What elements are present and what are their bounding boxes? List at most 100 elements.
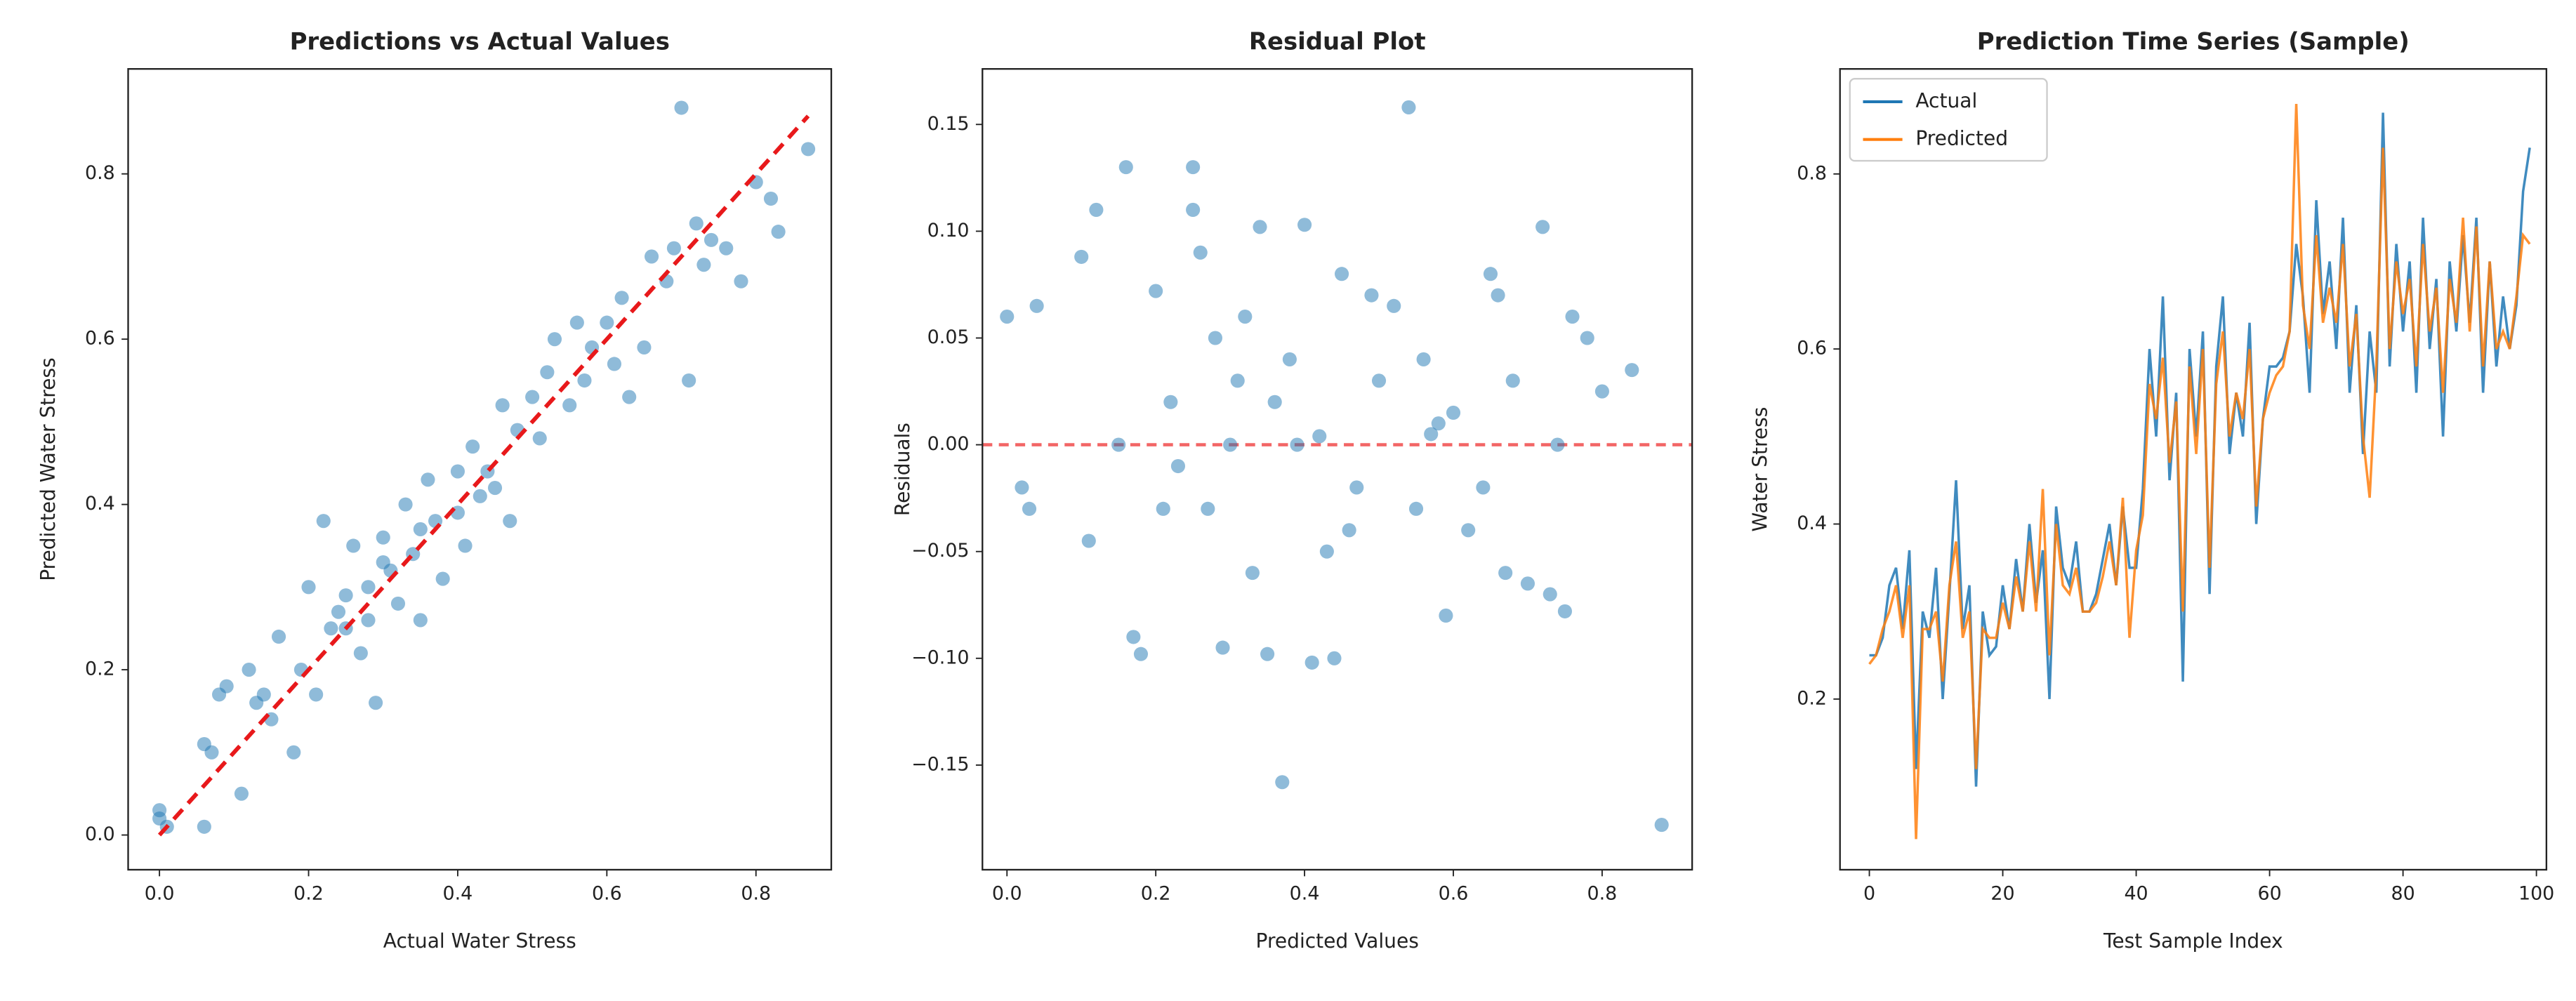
point: [331, 604, 346, 619]
y-tick-label: 0.0: [85, 823, 115, 845]
point: [1223, 437, 1238, 452]
series-line: [1869, 112, 2531, 787]
x-tick-label: 0.2: [293, 883, 324, 905]
point: [353, 646, 368, 661]
point: [152, 803, 167, 818]
x-axis-label: Test Sample Index: [2103, 929, 2283, 953]
point: [256, 687, 271, 702]
y-tick-label: 0.6: [1797, 338, 1827, 359]
point: [622, 390, 637, 404]
point: [1156, 501, 1170, 516]
subplot: Prediction Time Series (Sample) Test Samp…: [1748, 27, 2554, 953]
point: [696, 258, 711, 272]
point: [376, 530, 390, 545]
point: [1304, 655, 1319, 670]
y-axis-label: Water Stress: [1748, 407, 1771, 532]
axes-frame: [127, 68, 833, 871]
point: [1334, 267, 1349, 281]
legend-label: Predicted: [1915, 127, 2008, 150]
point: [369, 696, 383, 710]
x-tick-label: 40: [2124, 883, 2148, 905]
x-tick-label: 0.6: [592, 883, 622, 905]
point: [1476, 480, 1491, 495]
point: [1505, 373, 1520, 388]
point: [1111, 437, 1126, 452]
point: [1327, 651, 1342, 665]
point: [1439, 608, 1453, 623]
subplot: Predictions vs Actual Values Actual Water…: [37, 27, 833, 953]
point: [1424, 427, 1439, 442]
point: [644, 249, 659, 264]
point: [219, 679, 234, 694]
chart-title: Residual Plot: [1249, 27, 1426, 55]
point: [540, 365, 555, 380]
point: [324, 621, 338, 636]
point: [1625, 363, 1639, 378]
point: [1483, 267, 1498, 281]
point: [719, 241, 734, 256]
point: [421, 472, 435, 487]
point: [607, 357, 622, 371]
point: [413, 522, 428, 536]
point: [1267, 395, 1282, 409]
point: [1446, 405, 1461, 420]
x-tick-label: 100: [2518, 883, 2554, 905]
point: [338, 588, 353, 603]
point: [361, 613, 376, 628]
axes-frame: [982, 68, 1693, 871]
point: [204, 745, 219, 760]
point: [1215, 640, 1230, 655]
point: [1349, 480, 1364, 495]
point: [1074, 249, 1089, 264]
point: [1342, 523, 1356, 538]
point: [413, 613, 428, 628]
point: [674, 100, 689, 115]
chart-title: Predictions vs Actual Values: [290, 27, 670, 55]
point: [682, 373, 696, 388]
x-tick-label: 0.0: [145, 883, 175, 905]
x-tick-label: 0.4: [1290, 883, 1320, 905]
point: [1193, 245, 1208, 260]
point: [234, 786, 249, 801]
x-tick-label: 0.8: [1587, 883, 1618, 905]
point: [242, 663, 256, 677]
point: [1208, 331, 1222, 345]
point: [1290, 437, 1304, 452]
point: [1297, 218, 1312, 232]
point: [1029, 298, 1044, 313]
point: [458, 538, 473, 553]
point: [361, 580, 376, 595]
point: [1550, 437, 1565, 452]
x-tick-label: 60: [2257, 883, 2281, 905]
point: [1118, 160, 1133, 175]
y-tick-label: −0.15: [911, 753, 969, 775]
x-axis-label: Predicted Values: [1256, 929, 1419, 953]
x-tick-label: 80: [2391, 883, 2415, 905]
y-tick-label: 0.4: [1797, 512, 1827, 534]
point: [1654, 818, 1669, 833]
point: [1535, 220, 1550, 234]
point: [614, 291, 629, 305]
point: [577, 373, 592, 388]
y-axis-label: Predicted Water Stress: [37, 357, 60, 581]
point: [1416, 352, 1431, 366]
point: [1245, 566, 1260, 581]
point: [734, 274, 748, 289]
y-tick-label: 0.2: [85, 658, 115, 680]
point: [309, 687, 324, 702]
x-tick-label: 0.2: [1141, 883, 1171, 905]
point: [197, 819, 211, 834]
series-line: [1868, 103, 2531, 840]
x-axis-label: Actual Water Stress: [383, 929, 576, 953]
y-tick-label: 0.6: [85, 328, 115, 350]
point: [569, 315, 584, 330]
point: [525, 390, 540, 404]
point: [547, 332, 562, 347]
point: [435, 571, 450, 586]
y-tick-label: 0.10: [927, 220, 970, 241]
point: [1491, 288, 1505, 303]
y-tick-label: 0.4: [85, 493, 115, 515]
point: [1230, 373, 1245, 388]
point: [1580, 331, 1594, 345]
